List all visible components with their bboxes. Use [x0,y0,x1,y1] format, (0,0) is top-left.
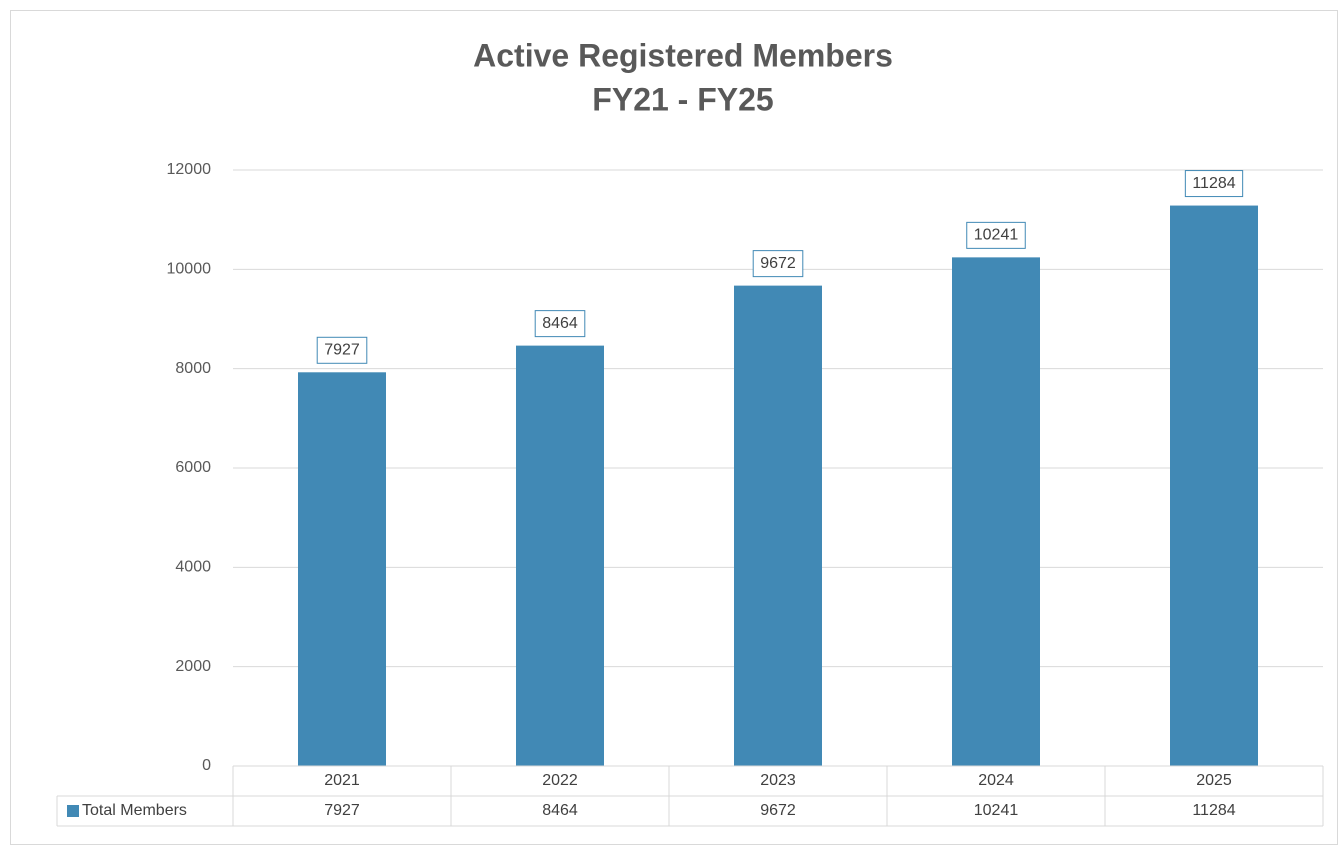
data-label: 8464 [542,315,578,332]
bar [734,285,822,766]
data-label: 7927 [324,342,360,359]
data-label-box [1184,170,1244,198]
data-label-box [966,221,1026,249]
y-tick-label: 2000 [175,658,211,675]
data-label: 11284 [1192,175,1235,192]
table-value: 7927 [324,802,360,819]
legend-swatch [67,805,79,817]
x-tick-label: 2022 [542,772,578,789]
data-label-box [534,310,586,338]
bar [1170,205,1258,766]
y-tick-label: 8000 [175,360,211,377]
x-tick-label: 2024 [978,772,1014,789]
bar [298,372,386,766]
y-tick-label: 0 [202,757,211,774]
y-tick-label: 6000 [175,459,211,476]
y-tick-label: 12000 [167,161,212,178]
data-label-box [752,250,804,278]
chart-subtitle: FY21 - FY25 [592,81,773,117]
chart-title: Active Registered Members [473,37,893,73]
data-label-box [316,336,368,364]
y-tick-label: 10000 [167,261,212,278]
chart-frame [10,10,1338,845]
table-value: 9672 [760,802,796,819]
x-tick-label: 2025 [1196,772,1232,789]
x-tick-label: 2021 [324,772,360,789]
bar [516,345,604,766]
y-tick-label: 4000 [175,559,211,576]
table-value: 11284 [1192,802,1235,819]
x-tick-label: 2023 [760,772,796,789]
legend-label: Total Members [82,802,187,819]
data-label: 10241 [974,227,1019,244]
bar [952,257,1040,766]
table-value: 8464 [542,802,578,819]
data-label: 9672 [760,255,796,272]
table-value: 10241 [974,802,1019,819]
